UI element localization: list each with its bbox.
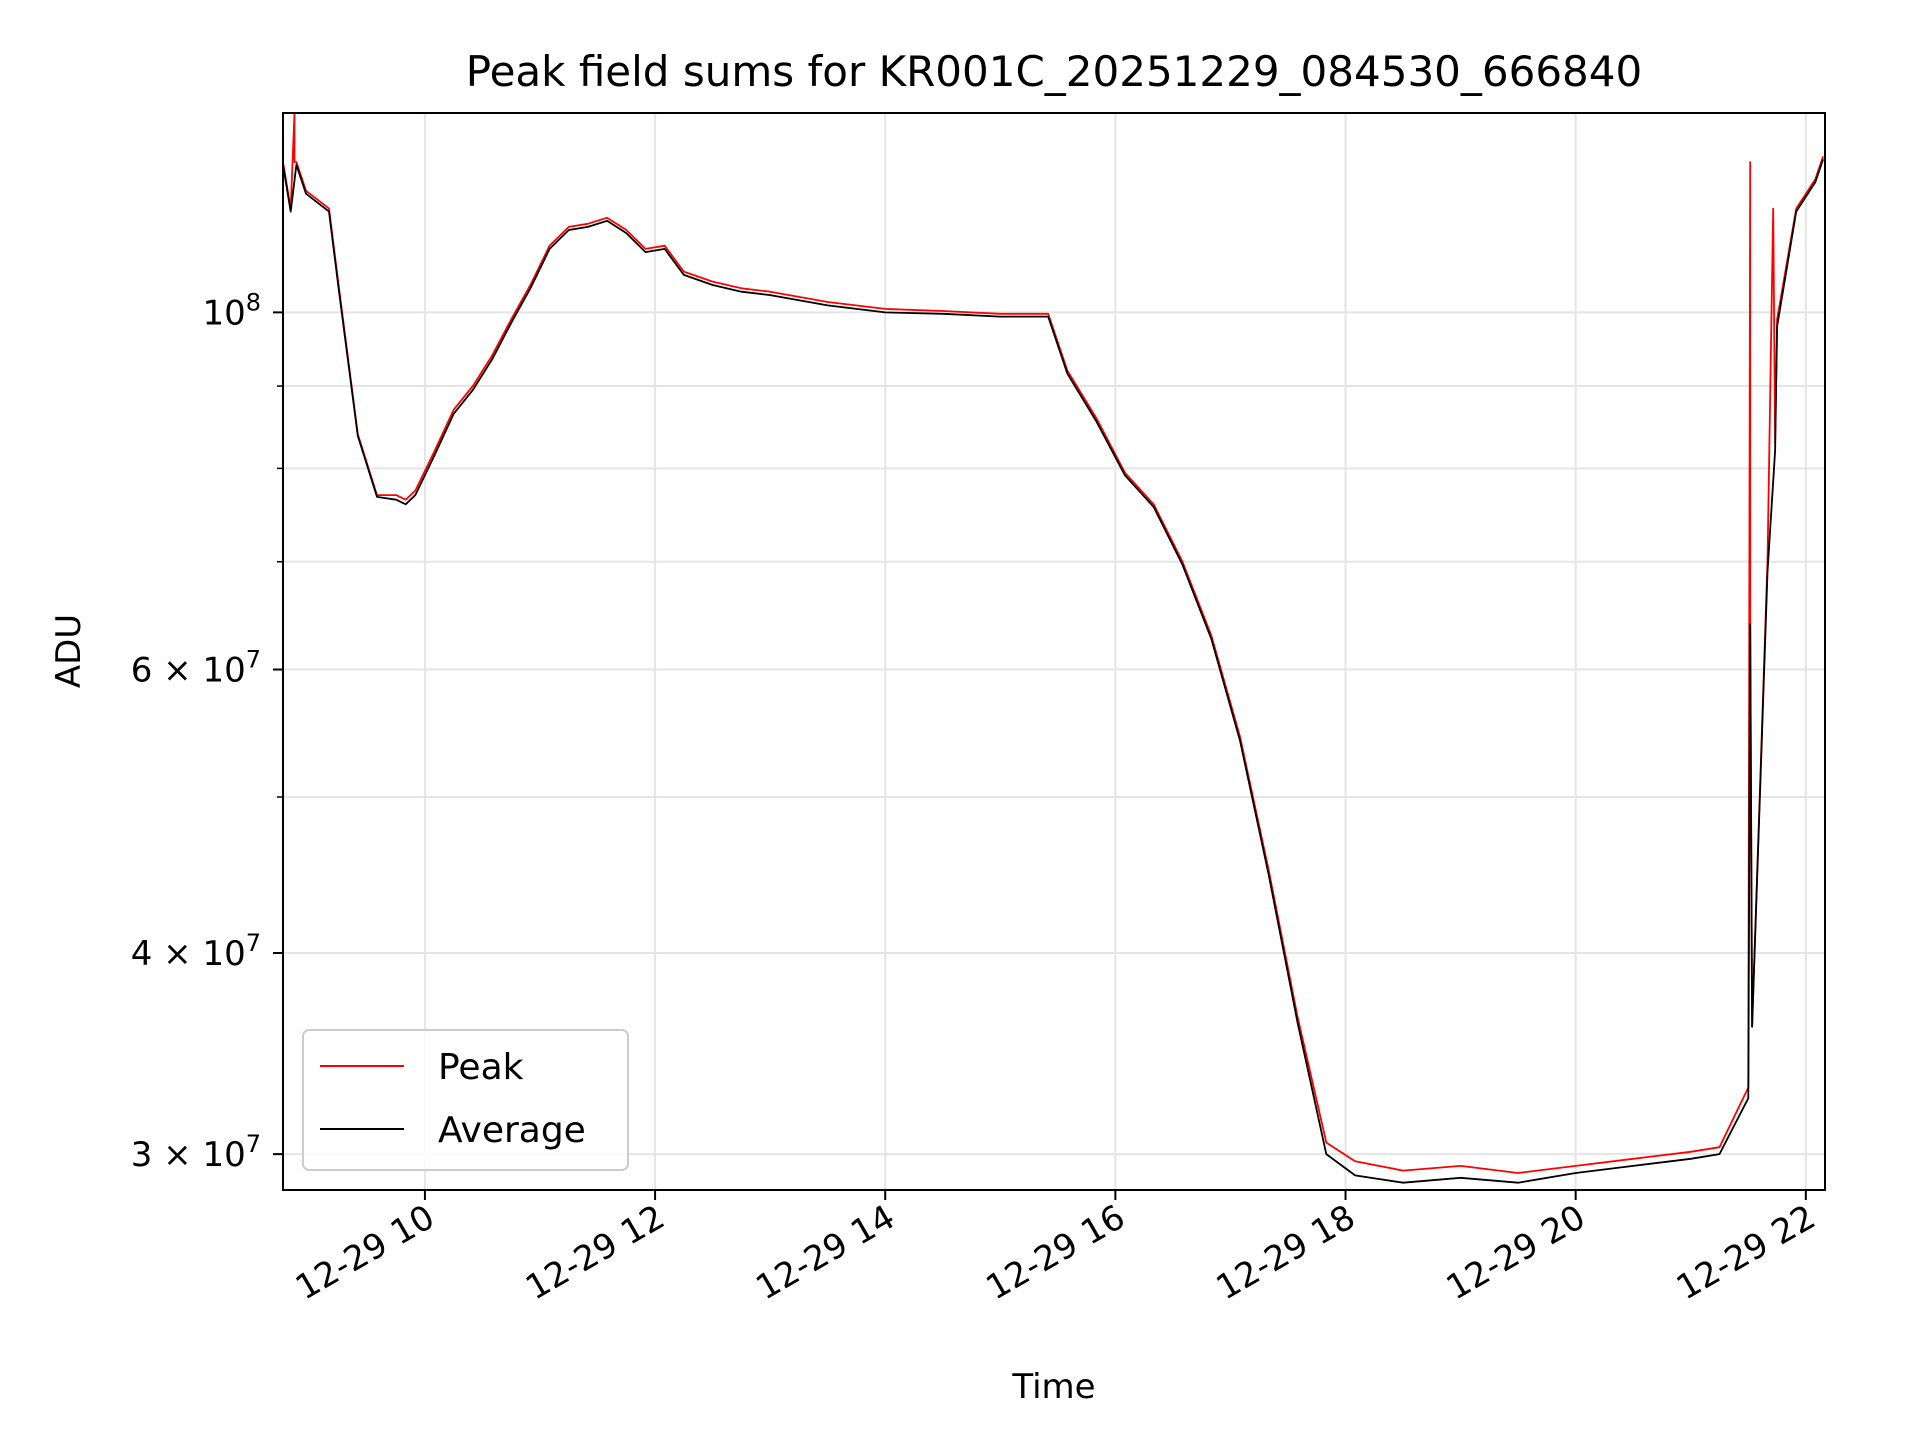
series-line-average [283,158,1824,1184]
y-axis: 3 × 107 4 × 107 6 × 107 108 [131,288,283,1175]
y-tick-label: 4 × 107 [131,929,261,974]
series-line-peak [283,113,1824,1174]
plot-frame [282,112,1826,1191]
y-tick-label: 6 × 107 [131,646,261,691]
grid [283,113,1825,1190]
x-axis-label: Time [1011,1367,1095,1407]
chart-title: Peak field sums for KR001C_20251229_0845… [466,47,1642,96]
y-axis-label: ADU [49,614,89,688]
legend: Peak Average [302,1029,629,1171]
legend-label-average: Average [438,1110,586,1151]
y-tick-label: 3 × 107 [131,1130,261,1175]
y-tick-label: 108 [202,288,261,333]
plot-lines [283,113,1824,1184]
legend-label-peak: Peak [438,1047,524,1088]
